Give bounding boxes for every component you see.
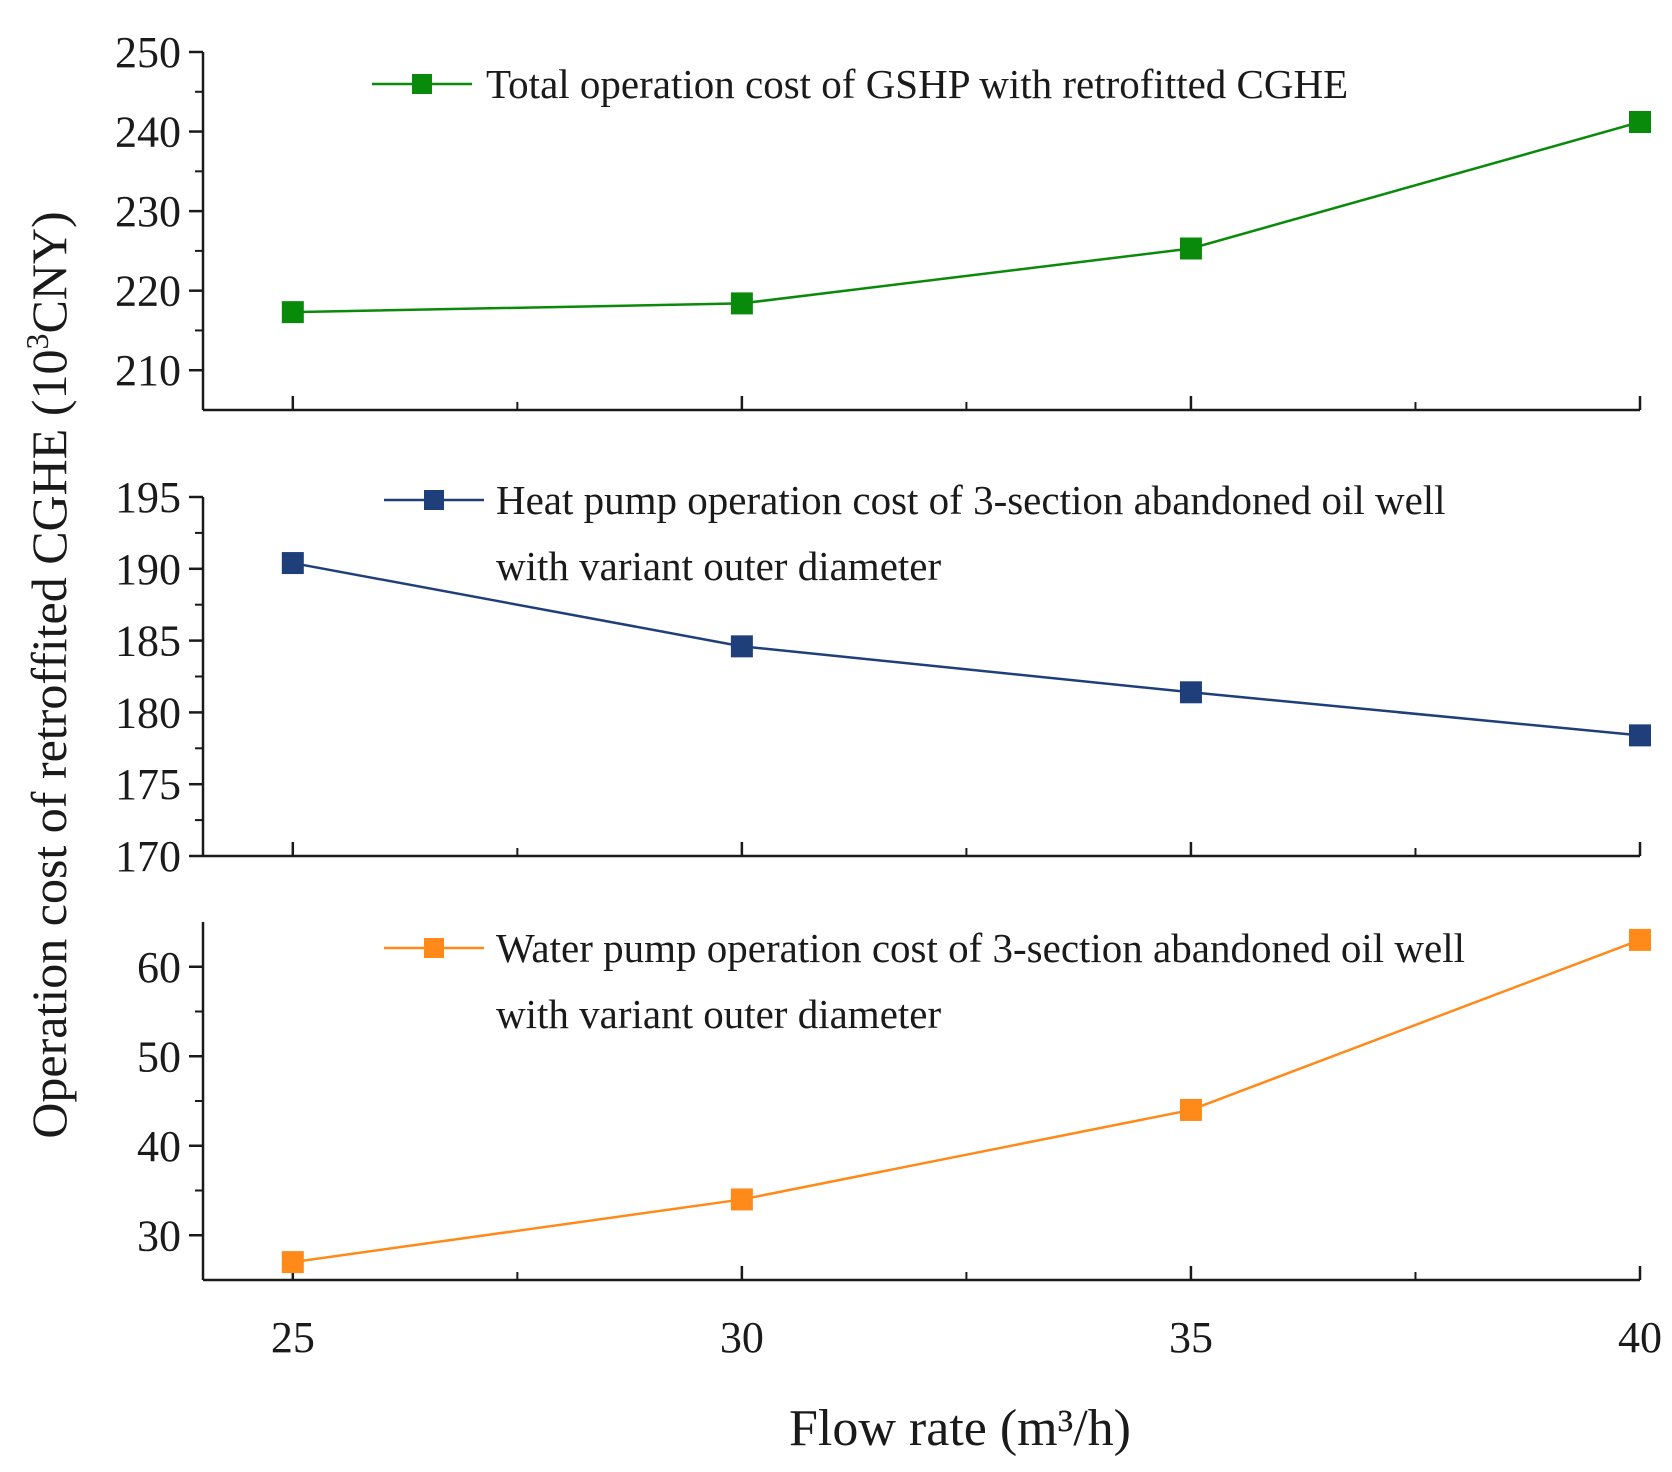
svg-text:Operation cost of retroffited: Operation cost of retroffited CGHE (103C… bbox=[19, 211, 77, 1138]
y-axis-title: Operation cost of retroffited CGHE (103C… bbox=[19, 211, 77, 1138]
legend-heat-pump: Heat pump operation cost of 3-section ab… bbox=[384, 477, 1446, 589]
series-line-heat-pump bbox=[292, 561, 1641, 737]
data-point-heat-pump bbox=[1629, 724, 1651, 747]
y-tick-label: 50 bbox=[137, 1032, 181, 1081]
legend-marker bbox=[424, 938, 444, 958]
panel-total: 210 220 230 240 250 Total operation cost of G… bbox=[115, 28, 1651, 412]
legend-water-pump: Water pump operation cost of 3-section a… bbox=[384, 925, 1465, 1037]
data-point-heat-pump bbox=[730, 635, 753, 658]
legend-label: Total operation cost of GSHP with retrof… bbox=[486, 61, 1348, 107]
x-tick-label: 40 bbox=[1618, 1313, 1662, 1362]
data-point-water-pump bbox=[1629, 928, 1651, 951]
y-tick-label: 195 bbox=[115, 473, 181, 522]
panel-water-pump: 30 40 50 60 Water pump operation cost of 3-s… bbox=[137, 922, 1651, 1282]
y-axis-title-superscript: 3 bbox=[19, 334, 55, 350]
y-tick-label: 230 bbox=[115, 187, 181, 236]
y-tick-label: 40 bbox=[137, 1122, 181, 1171]
y-tick-label: 170 bbox=[115, 832, 181, 881]
y-tick-label: 250 bbox=[115, 28, 181, 77]
y-tick-label: 30 bbox=[137, 1211, 181, 1260]
x-tick-label: 25 bbox=[271, 1313, 315, 1362]
y-axis-title-text: Operation cost of retroffited CGHE (10 bbox=[21, 350, 77, 1139]
data-point-heat-pump bbox=[281, 552, 304, 575]
legend-label: Heat pump operation cost of 3-section ab… bbox=[496, 477, 1446, 523]
y-tick-label: 175 bbox=[115, 760, 181, 809]
data-point-water-pump bbox=[1179, 1098, 1202, 1121]
y-tick-label: 60 bbox=[137, 943, 181, 992]
y-tick-label: 210 bbox=[115, 346, 181, 395]
x-tick-label: 30 bbox=[720, 1313, 764, 1362]
panels: 210 220 230 240 250 Total operation cost of G… bbox=[115, 28, 1651, 1282]
y-tick-label: 240 bbox=[115, 108, 181, 157]
legend-label: with variant outer diameter bbox=[496, 991, 941, 1037]
x-tick-labels: 25 30 35 40 bbox=[271, 1313, 1662, 1362]
y-tick-label: 220 bbox=[115, 267, 181, 316]
data-point-total bbox=[281, 301, 304, 324]
y-axis-title-suffix: CNY) bbox=[21, 211, 77, 333]
series-line-total bbox=[292, 120, 1641, 314]
y-tick-label: 190 bbox=[115, 545, 181, 594]
legend-total: Total operation cost of GSHP with retrof… bbox=[372, 61, 1348, 107]
x-tick-label: 35 bbox=[1169, 1313, 1213, 1362]
y-tick-label: 180 bbox=[115, 688, 181, 737]
data-point-water-pump bbox=[281, 1251, 304, 1274]
legend-label: with variant outer diameter bbox=[496, 543, 941, 589]
legend-marker bbox=[412, 74, 432, 94]
legend-marker bbox=[424, 490, 444, 510]
data-point-heat-pump bbox=[1179, 681, 1202, 704]
y-tick-label: 185 bbox=[115, 617, 181, 666]
data-point-total bbox=[1179, 237, 1202, 260]
data-point-water-pump bbox=[730, 1188, 753, 1211]
data-point-total bbox=[730, 292, 753, 315]
panel-heat-pump: 170 175 180 185 190 195 Heat pump operation co… bbox=[115, 473, 1651, 881]
legend-label: Water pump operation cost of 3-section a… bbox=[496, 925, 1465, 971]
x-axis-title: Flow rate (m³/h) bbox=[789, 1400, 1131, 1457]
data-point-total bbox=[1629, 111, 1651, 134]
series-line-water-pump bbox=[292, 938, 1641, 1264]
